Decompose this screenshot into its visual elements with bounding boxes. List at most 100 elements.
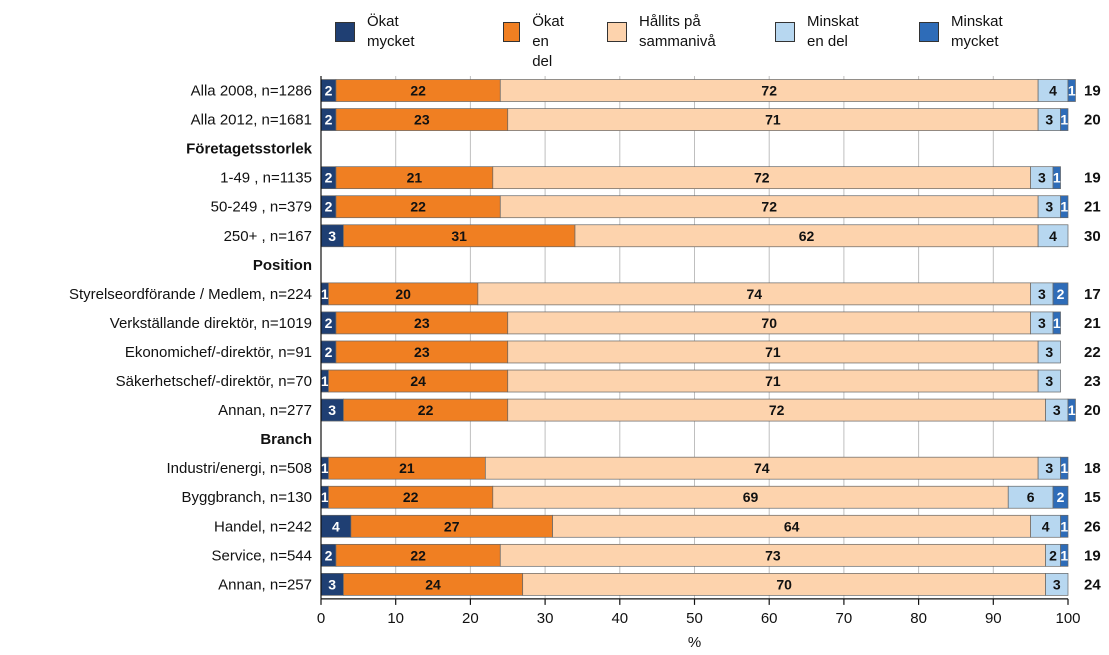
bar-segment bbox=[1037, 224, 1069, 248]
legend-item: Hållits på sammanivå bbox=[607, 12, 716, 52]
data-label: 1 bbox=[321, 373, 329, 389]
data-label: 3 bbox=[1045, 460, 1053, 476]
row-total: 20 bbox=[1084, 402, 1101, 419]
row-label: Alla 2012, n=1681 bbox=[191, 112, 312, 129]
data-label: 27 bbox=[444, 518, 460, 534]
legend-item: Ökat en del bbox=[503, 12, 567, 72]
bar-segment bbox=[1060, 456, 1069, 480]
data-label: 62 bbox=[799, 228, 815, 244]
data-label: 1 bbox=[321, 489, 329, 505]
data-label: 2 bbox=[325, 344, 333, 360]
data-label: 2 bbox=[325, 83, 333, 99]
data-label: 3 bbox=[1045, 112, 1053, 128]
data-label: 72 bbox=[769, 402, 785, 418]
bar-segment bbox=[1052, 166, 1061, 190]
data-label: 70 bbox=[776, 576, 792, 592]
data-label: 22 bbox=[403, 489, 419, 505]
legend-swatch bbox=[919, 22, 939, 42]
data-label: 1 bbox=[1068, 402, 1076, 418]
legend-swatch bbox=[503, 22, 521, 42]
legend-swatch bbox=[775, 22, 795, 42]
data-label: 22 bbox=[410, 547, 426, 563]
legend-label: Minskat mycket bbox=[951, 13, 1003, 50]
legend-item: Minskat mycket bbox=[919, 12, 1003, 52]
bar-segment bbox=[1052, 485, 1069, 509]
data-label: 2 bbox=[1057, 489, 1065, 505]
row-total: 19 bbox=[1084, 83, 1101, 100]
group-header: Företagetsstorlek bbox=[186, 141, 313, 158]
data-label: 3 bbox=[328, 402, 336, 418]
bar-segment bbox=[1052, 282, 1069, 306]
data-label: 72 bbox=[761, 83, 777, 99]
data-label: 24 bbox=[425, 576, 441, 592]
data-label: 4 bbox=[332, 518, 340, 534]
bar-segment bbox=[1067, 398, 1076, 422]
data-label: 2 bbox=[325, 547, 333, 563]
row-label: 250+ , n=167 bbox=[224, 228, 312, 245]
data-label: 71 bbox=[765, 344, 781, 360]
row-total: 17 bbox=[1084, 286, 1101, 303]
data-label: 1 bbox=[1068, 83, 1076, 99]
data-label: 2 bbox=[325, 199, 333, 215]
data-label: 24 bbox=[410, 373, 426, 389]
row-label: Industri/energi, n=508 bbox=[166, 460, 312, 477]
data-label: 4 bbox=[1049, 228, 1057, 244]
row-label: Säkerhetschef/-direktör, n=70 bbox=[116, 373, 312, 390]
data-label: 4 bbox=[1049, 83, 1057, 99]
x-tick-label: 40 bbox=[611, 610, 628, 627]
data-label: 72 bbox=[754, 170, 770, 186]
group-header: Position bbox=[253, 257, 312, 274]
data-label: 6 bbox=[1027, 489, 1035, 505]
group-header: Branch bbox=[260, 431, 312, 448]
row-total: 24 bbox=[1084, 576, 1101, 593]
bar-segment bbox=[1045, 573, 1069, 596]
data-label: 72 bbox=[761, 199, 777, 215]
data-label: 1 bbox=[1060, 518, 1068, 534]
row-label: Ekonomichef/-direktör, n=91 bbox=[125, 344, 312, 361]
legend-item: Minskat en del bbox=[775, 12, 859, 52]
data-label: 1 bbox=[1060, 547, 1068, 563]
bar-segment bbox=[1060, 108, 1069, 131]
row-label: 50-249 , n=379 bbox=[211, 199, 312, 216]
data-label: 1 bbox=[1060, 460, 1068, 476]
x-tick-label: 70 bbox=[836, 610, 853, 627]
row-total: 21 bbox=[1084, 199, 1101, 216]
legend-label: Ökat mycket bbox=[367, 13, 415, 50]
row-total: 19 bbox=[1084, 547, 1101, 564]
data-label: 3 bbox=[1038, 315, 1046, 331]
row-total: 21 bbox=[1084, 315, 1101, 332]
row-total: 26 bbox=[1084, 518, 1101, 535]
row-label: Byggbranch, n=130 bbox=[181, 489, 312, 506]
bar-segment bbox=[1052, 311, 1061, 335]
row-total: 15 bbox=[1084, 489, 1101, 506]
data-label: 3 bbox=[328, 228, 336, 244]
x-tick-label: 0 bbox=[317, 610, 325, 627]
x-axis-title: % bbox=[688, 634, 701, 650]
data-label: 21 bbox=[407, 170, 423, 186]
data-label: 70 bbox=[761, 315, 777, 331]
legend-swatch bbox=[335, 22, 355, 42]
data-label: 71 bbox=[765, 112, 781, 128]
legend-label: Minskat en del bbox=[807, 13, 859, 50]
x-tick-label: 10 bbox=[387, 610, 404, 627]
x-tick-label: 90 bbox=[985, 610, 1002, 627]
data-label: 4 bbox=[1042, 518, 1050, 534]
data-label: 31 bbox=[451, 228, 467, 244]
data-label: 1 bbox=[1053, 315, 1061, 331]
row-total: 23 bbox=[1084, 373, 1101, 390]
x-tick-label: 50 bbox=[686, 610, 703, 627]
row-total: 19 bbox=[1084, 170, 1101, 187]
row-total: 30 bbox=[1084, 228, 1101, 245]
data-label: 22 bbox=[410, 83, 426, 99]
bar-segment bbox=[1060, 195, 1069, 219]
row-label: Annan, n=277 bbox=[218, 402, 312, 419]
data-label: 2 bbox=[1057, 286, 1065, 302]
data-label: 74 bbox=[746, 286, 762, 302]
x-tick-label: 80 bbox=[910, 610, 927, 627]
legend-label: Hållits på sammanivå bbox=[639, 13, 716, 50]
data-label: 3 bbox=[1053, 402, 1061, 418]
data-label: 3 bbox=[1045, 373, 1053, 389]
data-label: 20 bbox=[395, 286, 411, 302]
